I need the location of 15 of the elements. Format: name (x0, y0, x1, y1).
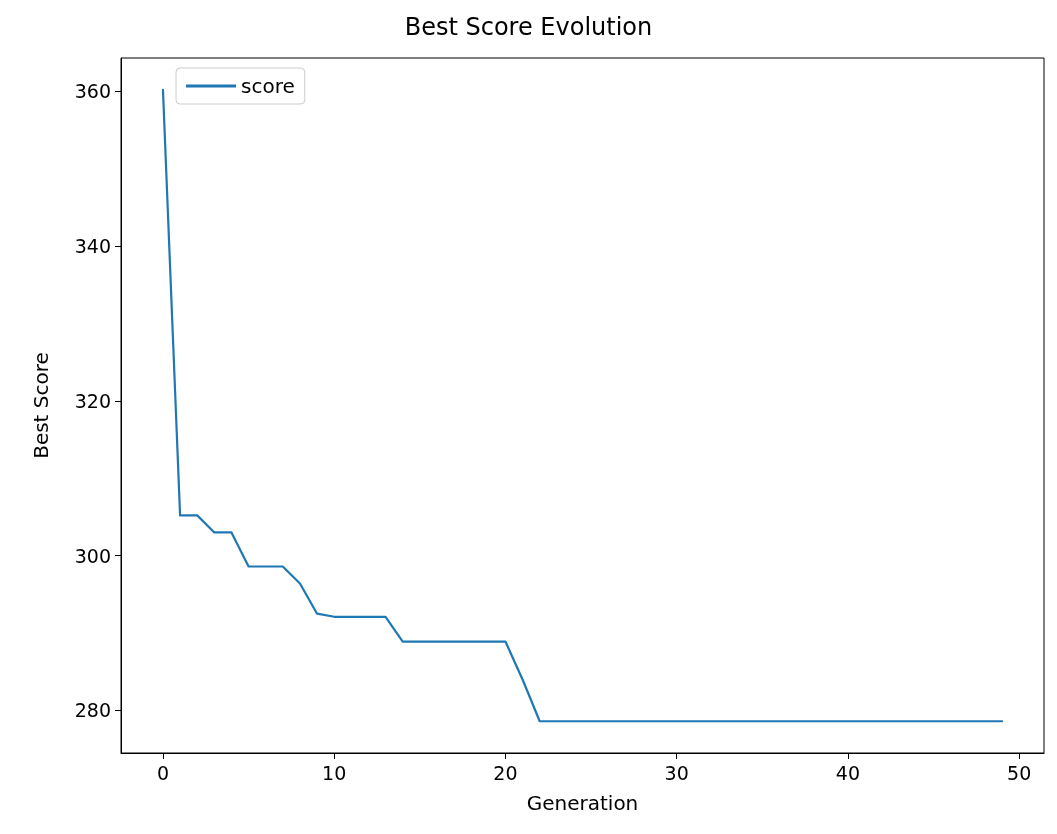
chart-title: Best Score Evolution (404, 13, 653, 41)
x-axis-title: Generation (526, 791, 639, 815)
x-tick-label: 10 (322, 761, 347, 784)
x-tick-label: 50 (1007, 761, 1032, 784)
y-tick-label: 280 (74, 699, 111, 722)
y-tick-label: 360 (74, 80, 111, 103)
legend-label: score (241, 74, 295, 98)
y-tick-label: 300 (74, 544, 111, 567)
y-axis-title: Best Score (29, 352, 53, 459)
y-tick-label: 340 (74, 235, 111, 258)
x-tick-label: 40 (835, 761, 861, 784)
x-tick-label: 20 (493, 761, 518, 784)
y-tick-label: 320 (74, 389, 111, 412)
x-tick-label: 30 (664, 761, 689, 784)
x-tick-label: 0 (156, 761, 169, 784)
